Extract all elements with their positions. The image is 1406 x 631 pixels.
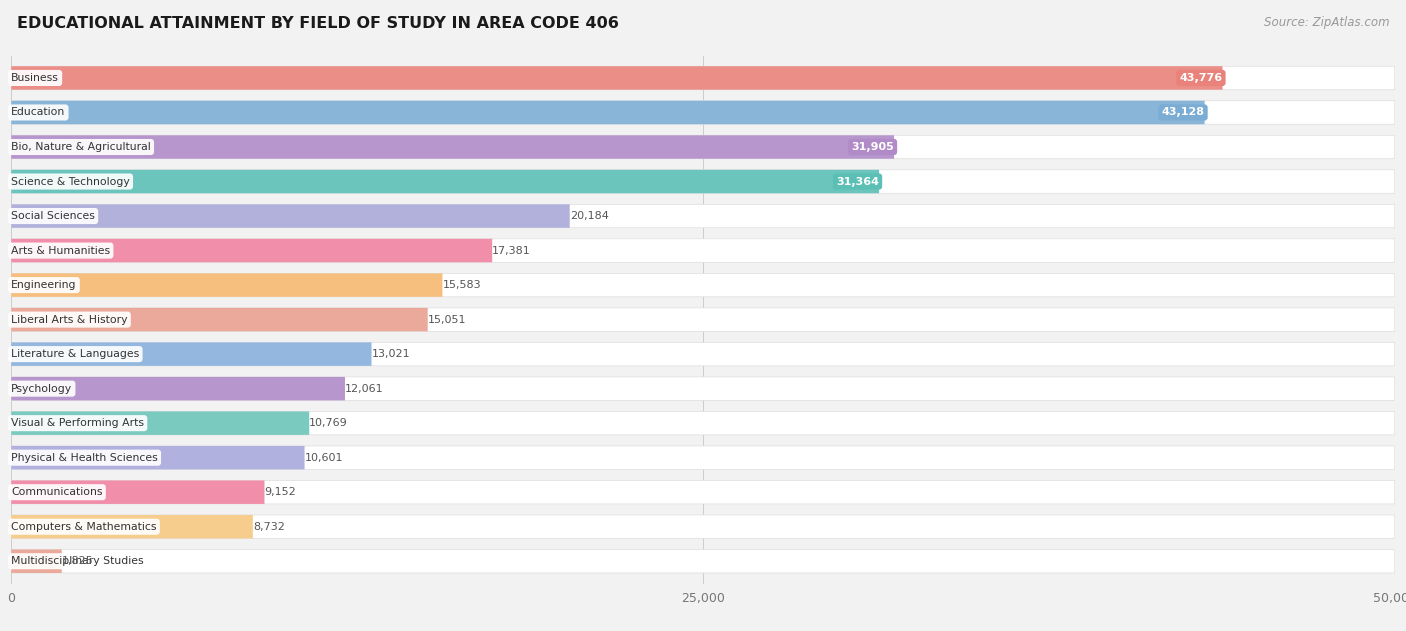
FancyBboxPatch shape: [11, 101, 1205, 124]
Text: Visual & Performing Arts: Visual & Performing Arts: [11, 418, 145, 428]
FancyBboxPatch shape: [11, 170, 879, 193]
Text: 17,381: 17,381: [492, 245, 531, 256]
FancyBboxPatch shape: [11, 377, 344, 401]
FancyBboxPatch shape: [11, 343, 371, 366]
Text: Communications: Communications: [11, 487, 103, 497]
Text: 1,825: 1,825: [62, 557, 94, 566]
FancyBboxPatch shape: [11, 273, 1395, 297]
FancyBboxPatch shape: [11, 204, 569, 228]
FancyBboxPatch shape: [11, 480, 264, 504]
Text: 15,583: 15,583: [443, 280, 481, 290]
Text: 13,021: 13,021: [371, 349, 411, 359]
FancyBboxPatch shape: [11, 204, 1395, 228]
Text: Liberal Arts & History: Liberal Arts & History: [11, 315, 128, 324]
FancyBboxPatch shape: [11, 66, 1223, 90]
Text: Education: Education: [11, 107, 66, 117]
FancyBboxPatch shape: [11, 446, 305, 469]
Text: 10,601: 10,601: [305, 452, 343, 463]
Text: Multidisciplinary Studies: Multidisciplinary Studies: [11, 557, 143, 566]
Text: Business: Business: [11, 73, 59, 83]
FancyBboxPatch shape: [11, 308, 427, 331]
Text: 10,769: 10,769: [309, 418, 349, 428]
FancyBboxPatch shape: [11, 135, 1395, 159]
Text: Literature & Languages: Literature & Languages: [11, 349, 139, 359]
FancyBboxPatch shape: [11, 239, 1395, 262]
FancyBboxPatch shape: [11, 446, 1395, 469]
Text: 20,184: 20,184: [569, 211, 609, 221]
Text: Arts & Humanities: Arts & Humanities: [11, 245, 111, 256]
Text: Physical & Health Sciences: Physical & Health Sciences: [11, 452, 157, 463]
FancyBboxPatch shape: [11, 66, 1395, 90]
FancyBboxPatch shape: [11, 239, 492, 262]
FancyBboxPatch shape: [11, 377, 1395, 401]
FancyBboxPatch shape: [11, 170, 1395, 193]
FancyBboxPatch shape: [11, 550, 62, 573]
Text: Source: ZipAtlas.com: Source: ZipAtlas.com: [1264, 16, 1389, 29]
FancyBboxPatch shape: [11, 550, 1395, 573]
Text: Psychology: Psychology: [11, 384, 72, 394]
Text: EDUCATIONAL ATTAINMENT BY FIELD OF STUDY IN AREA CODE 406: EDUCATIONAL ATTAINMENT BY FIELD OF STUDY…: [17, 16, 619, 31]
Text: 31,364: 31,364: [837, 177, 879, 187]
Text: Bio, Nature & Agricultural: Bio, Nature & Agricultural: [11, 142, 150, 152]
FancyBboxPatch shape: [11, 515, 253, 538]
Text: 9,152: 9,152: [264, 487, 297, 497]
Text: Computers & Mathematics: Computers & Mathematics: [11, 522, 157, 532]
FancyBboxPatch shape: [11, 343, 1395, 366]
Text: Science & Technology: Science & Technology: [11, 177, 129, 187]
Text: 43,128: 43,128: [1161, 107, 1205, 117]
FancyBboxPatch shape: [11, 515, 1395, 538]
Text: 31,905: 31,905: [851, 142, 894, 152]
FancyBboxPatch shape: [11, 308, 1395, 331]
FancyBboxPatch shape: [11, 480, 1395, 504]
FancyBboxPatch shape: [11, 135, 894, 159]
Text: 8,732: 8,732: [253, 522, 285, 532]
FancyBboxPatch shape: [11, 273, 443, 297]
Text: 15,051: 15,051: [427, 315, 467, 324]
Text: Social Sciences: Social Sciences: [11, 211, 96, 221]
FancyBboxPatch shape: [11, 411, 309, 435]
Text: 12,061: 12,061: [344, 384, 384, 394]
Text: Engineering: Engineering: [11, 280, 77, 290]
Text: 43,776: 43,776: [1180, 73, 1223, 83]
FancyBboxPatch shape: [11, 411, 1395, 435]
FancyBboxPatch shape: [11, 101, 1395, 124]
